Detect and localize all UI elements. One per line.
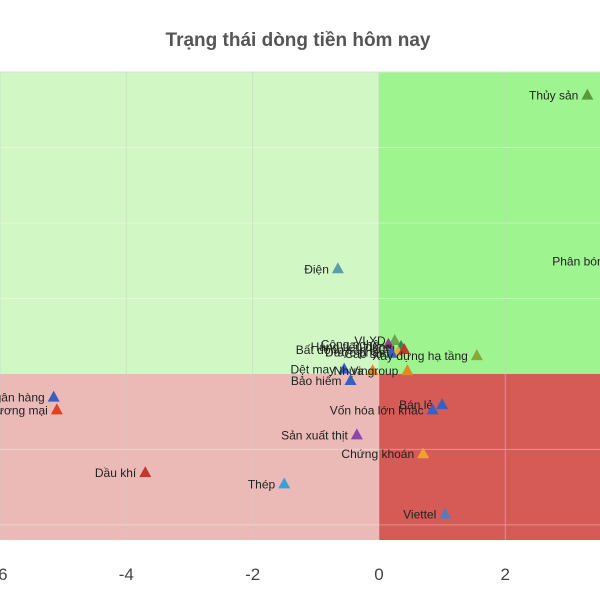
quadrant-top-right (378, 72, 600, 374)
data-point-label: Thép (248, 477, 276, 491)
data-point-label: Bảo hiểm (291, 374, 342, 388)
data-point-marker[interactable] (350, 428, 363, 440)
data-point-marker[interactable] (366, 364, 379, 376)
data-point-label: Thủy sản (529, 89, 578, 103)
data-point-label: Hàng tiêu dùng (311, 340, 392, 354)
data-point-marker[interactable] (426, 403, 439, 415)
data-point-label: VLXD (354, 334, 386, 348)
data-point-label: Bán lẻ (399, 398, 433, 412)
data-point-label: Sản xuất thịt (281, 428, 348, 442)
data-point-marker[interactable] (47, 390, 60, 402)
data-point-label: Bất động sản KCN (296, 343, 395, 357)
data-point-label: Điện (304, 262, 329, 276)
data-point-label: Nhựa (334, 364, 364, 378)
x-tick-label: -2 (245, 565, 260, 584)
grid-lines (0, 71, 600, 540)
data-point-marker[interactable] (385, 346, 398, 358)
data-point-marker[interactable] (436, 398, 449, 410)
data-point-marker[interactable] (50, 403, 63, 415)
data-point-marker[interactable] (331, 262, 344, 274)
data-point-label: Dược phẩm (325, 345, 389, 359)
data-point-marker[interactable] (439, 507, 452, 519)
data-point-marker[interactable] (581, 88, 594, 100)
quadrant-bottom-left (0, 373, 379, 540)
data-point-marker[interactable] (278, 477, 291, 489)
data-point-label: Chứng khoán (341, 447, 414, 461)
quadrant-top-left (0, 72, 379, 374)
data-point-marker[interactable] (382, 337, 395, 349)
x-tick-label: -6 (0, 565, 8, 584)
x-tick-label: 0 (374, 565, 383, 584)
data-point-label: Vingroup (351, 364, 399, 378)
data-point-label: Dầu khí (95, 466, 137, 480)
data-point-label: Cao su (345, 347, 383, 361)
quadrant-bottom-right (378, 373, 600, 540)
data-point-label: Xây dựng hạ tầng (372, 349, 467, 363)
data-point-label: Viettel (403, 508, 436, 522)
data-point-marker[interactable] (338, 362, 351, 374)
data-point-label: Vốn hóa lớn khác (330, 403, 424, 417)
x-tick-label: -4 (119, 565, 134, 584)
data-point-marker[interactable] (388, 333, 401, 345)
data-point-marker[interactable] (139, 466, 152, 478)
data-point-label: Công nghệ (321, 338, 380, 352)
chart-title: Trạng thái dòng tiền hôm nay (166, 30, 431, 51)
quadrant-backgrounds (0, 72, 600, 540)
data-point-marker[interactable] (401, 364, 414, 376)
x-axis-ticks: -6 -4 -2 0 2 (0, 565, 510, 584)
data-point-marker[interactable] (398, 343, 411, 355)
data-point-label: Ngân hàng (0, 391, 45, 405)
x-tick-label: 2 (501, 565, 510, 584)
data-point-marker[interactable] (470, 349, 483, 361)
data-point-label: Phân bón (552, 255, 600, 269)
data-point-label: Dệt may (291, 363, 336, 377)
data-point-marker[interactable] (417, 447, 430, 459)
data-point-label: Thương mại (0, 403, 48, 417)
data-point-marker[interactable] (344, 373, 357, 385)
